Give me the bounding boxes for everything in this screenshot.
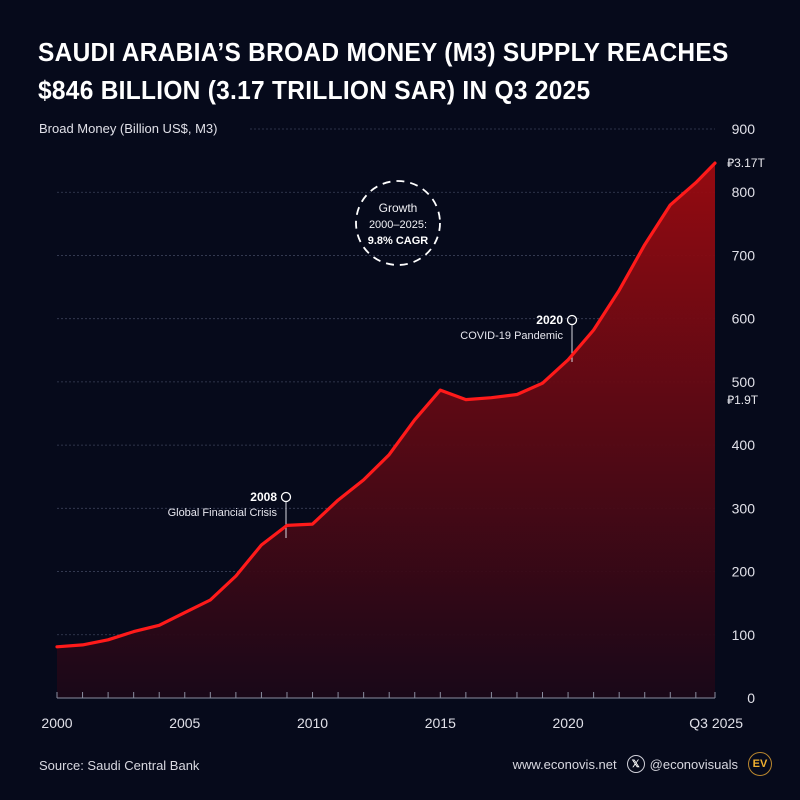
- y-tick-label-800: 800: [732, 184, 756, 200]
- chart-title: Saudi Arabia’s Broad Money (M3) Supply R…: [38, 34, 748, 110]
- line-layer: [55, 161, 717, 649]
- callout-line-1: Growth: [379, 201, 418, 215]
- y-tick-label-100: 100: [732, 627, 756, 643]
- area-layer: [57, 163, 715, 699]
- econovis-logo-icon: EV: [748, 752, 772, 776]
- annotation-marker-2008: [280, 491, 292, 503]
- y-tick-label-0: 0: [747, 690, 755, 706]
- y-tick-label-900: 900: [732, 121, 756, 137]
- series-area: [57, 163, 715, 699]
- y-tick-label-700: 700: [732, 247, 756, 263]
- y-axis-label: Broad Money (Billion US$, M3): [39, 121, 217, 136]
- x-tick-label-2010: 2010: [297, 715, 328, 731]
- annotations: 2008 Global Financial Crisis 2020 COVID-19 …: [168, 313, 578, 538]
- social-handle: @econovisuals: [649, 756, 738, 772]
- annotation-year-2020: 2020: [536, 313, 563, 327]
- sar-label-0: ⃁3.17T: [727, 156, 765, 170]
- x-tick-label-Q3-2025: Q3 2025: [689, 715, 743, 731]
- x-tick-label-2000: 2000: [41, 715, 72, 731]
- x-tick-label-2015: 2015: [425, 715, 456, 731]
- title-line-2: $846 Billion (3.17 Trillion SAR) in Q3 2…: [38, 77, 591, 105]
- callout-line-3: 9.8% CAGR: [368, 235, 429, 247]
- y-tick-label-500: 500: [732, 374, 756, 390]
- footer-branding: www.econovis.net 𝕏 @econovisuals EV: [513, 752, 772, 776]
- annotation-marker-2020: [566, 314, 578, 326]
- callout-dashed-circle: [355, 180, 441, 266]
- y-tick-label-400: 400: [732, 437, 756, 453]
- x-logo-icon: 𝕏: [626, 755, 645, 773]
- y-axis: 0 100 200 300 400 500 600 700 800 900 ⃁3.17T ⃁1.9T: [727, 121, 765, 706]
- annotation-text-2020: COVID-19 Pandemic: [460, 330, 563, 342]
- annotation-year-2008: 2008: [250, 490, 277, 504]
- source-note: Source: Saudi Central Bank: [39, 758, 200, 773]
- callout-line-2: 2000–2025:: [369, 219, 427, 231]
- y-tick-label-300: 300: [732, 500, 756, 516]
- sar-label-1: ⃁1.9T: [727, 393, 759, 407]
- x-tick-label-2005: 2005: [169, 715, 200, 731]
- title-line-1: Saudi Arabia’s Broad Money (M3) Supply R…: [38, 39, 729, 67]
- website-link[interactable]: www.econovis.net: [512, 756, 617, 772]
- annotation-text-2008: Global Financial Crisis: [168, 507, 278, 519]
- cagr-callout: Growth 2000–2025: 9.8% CAGR: [355, 180, 441, 266]
- x-tick-label-2020: 2020: [552, 715, 583, 731]
- y-tick-label-600: 600: [732, 311, 756, 327]
- x-axis: 2000 2005 2010 2015 2020 Q3 2025: [41, 692, 743, 731]
- social-handle-link[interactable]: 𝕏 @econovisuals: [626, 755, 738, 773]
- y-tick-label-200: 200: [732, 564, 756, 580]
